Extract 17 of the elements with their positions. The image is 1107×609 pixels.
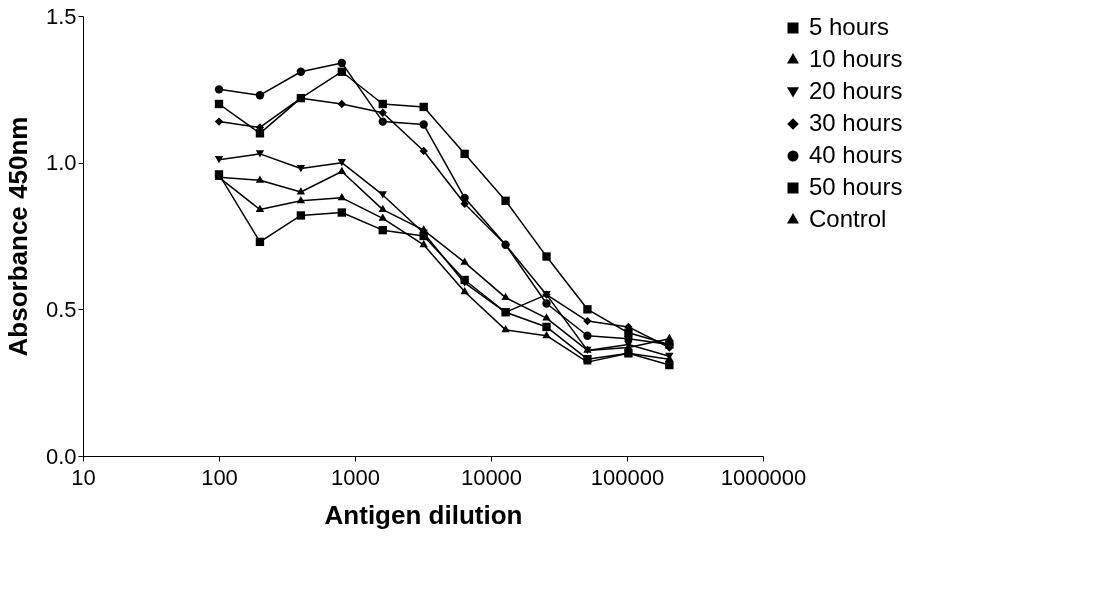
x-tick-label: 1000000 <box>720 464 807 490</box>
legend-label: 30 hours <box>809 109 903 136</box>
x-tick-label: 10000 <box>460 464 523 490</box>
y-tick-label: 1.5 <box>45 3 77 29</box>
x-tick-label: 100000 <box>590 464 665 490</box>
y-tick-label: 1.0 <box>45 150 77 176</box>
legend-label: 10 hours <box>809 45 903 72</box>
y-axis-title: Absorbance 450nm <box>2 116 33 357</box>
legend-label: Control <box>809 205 887 232</box>
x-axis-title: Antigen dilution <box>324 499 523 530</box>
y-tick-label: 0.5 <box>45 296 77 322</box>
x-tick-label: 1000 <box>331 464 380 490</box>
legend-label: 50 hours <box>809 173 903 200</box>
x-tick-label: 100 <box>201 464 238 490</box>
legend-label: 20 hours <box>809 77 903 104</box>
legend-label: 40 hours <box>809 141 903 168</box>
legend-label: 5 hours <box>809 13 890 40</box>
